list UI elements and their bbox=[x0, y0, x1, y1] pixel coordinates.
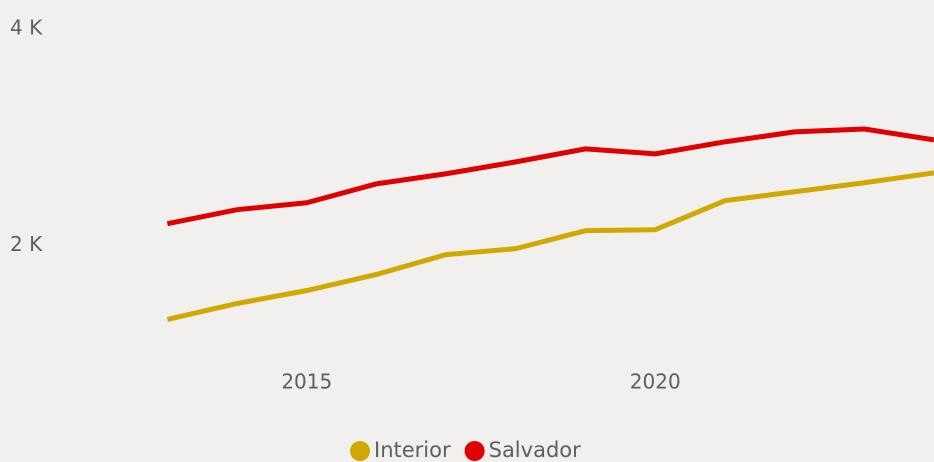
legend-label: Interior bbox=[374, 438, 451, 462]
x-tick-label: 2015 bbox=[281, 370, 332, 394]
legend-swatch bbox=[464, 441, 485, 461]
y-tick-label: 4 K bbox=[10, 16, 43, 40]
legend-swatch bbox=[350, 441, 370, 461]
x-tick-label: 2020 bbox=[630, 370, 681, 394]
legend-label: Salvador bbox=[489, 438, 582, 462]
series-line bbox=[166, 126, 934, 227]
y-tick-label: 2 K bbox=[10, 232, 43, 256]
series-line bbox=[166, 170, 934, 322]
